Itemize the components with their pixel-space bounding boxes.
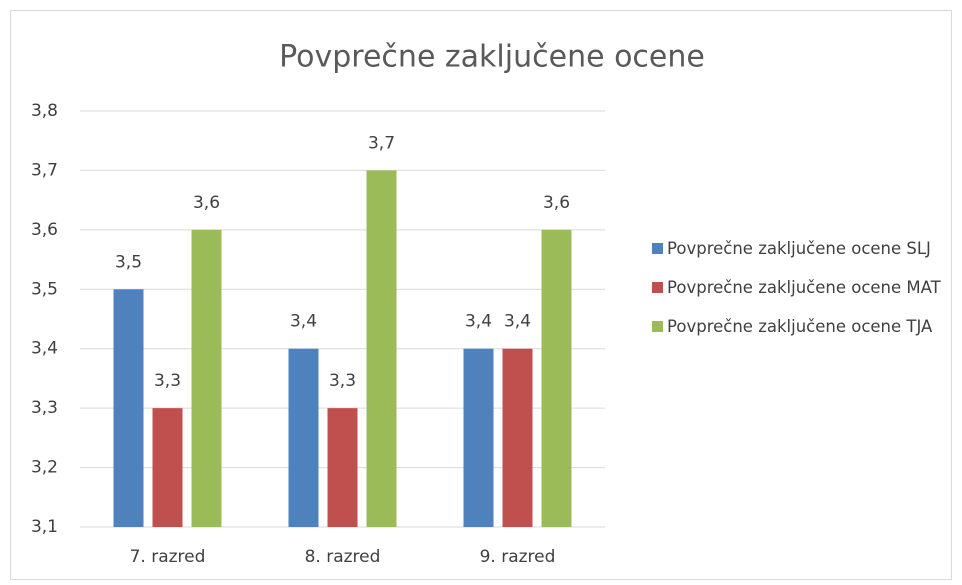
legend-swatch (652, 243, 663, 254)
y-tick-label: 3,1 (31, 517, 58, 537)
legend-label: Povprečne zaključene ocene TJA (667, 317, 933, 336)
y-tick-label: 3,8 (31, 101, 58, 121)
bar (502, 348, 533, 527)
bar (152, 408, 183, 527)
value-label: 3,5 (115, 252, 142, 272)
bar (327, 408, 358, 527)
value-label: 3,4 (504, 312, 531, 332)
y-tick-label: 3,3 (31, 398, 58, 418)
bar (463, 348, 494, 527)
x-tick-label: 8. razred (305, 547, 381, 567)
x-tick-label: 9. razred (480, 547, 556, 567)
bar (288, 348, 319, 527)
legend-swatch (652, 282, 663, 293)
legend: Povprečne zaključene ocene SLJ Povprečne … (652, 233, 947, 350)
legend-label: Povprečne zaključene ocene MAT (667, 278, 941, 297)
value-label: 3,3 (154, 371, 181, 391)
legend-item: Povprečne zaključene ocene MAT (652, 272, 947, 303)
value-label: 3,3 (329, 371, 356, 391)
bar (366, 170, 397, 527)
value-label: 3,7 (368, 133, 395, 153)
value-label: 3,4 (465, 312, 492, 332)
chart-border (10, 10, 952, 580)
y-tick-label: 3,2 (31, 458, 58, 478)
y-tick-label: 3,6 (31, 220, 58, 240)
bar (191, 229, 222, 527)
y-tick-label: 3,5 (31, 279, 58, 299)
y-tick-label: 3,7 (31, 160, 58, 180)
legend-swatch (652, 321, 663, 332)
bar (113, 289, 144, 527)
legend-item: Povprečne zaključene ocene SLJ (652, 233, 947, 264)
bar (541, 229, 572, 527)
value-label: 3,6 (193, 193, 220, 213)
y-tick-label: 3,4 (31, 339, 58, 359)
value-label: 3,6 (543, 193, 570, 213)
chart-title: Povprečne zaključene ocene (279, 40, 705, 75)
x-tick-label: 7. razred (130, 547, 206, 567)
legend-item: Povprečne zaključene ocene TJA (652, 311, 947, 342)
legend-label: Povprečne zaključene ocene SLJ (667, 239, 931, 258)
value-label: 3,4 (290, 312, 317, 332)
